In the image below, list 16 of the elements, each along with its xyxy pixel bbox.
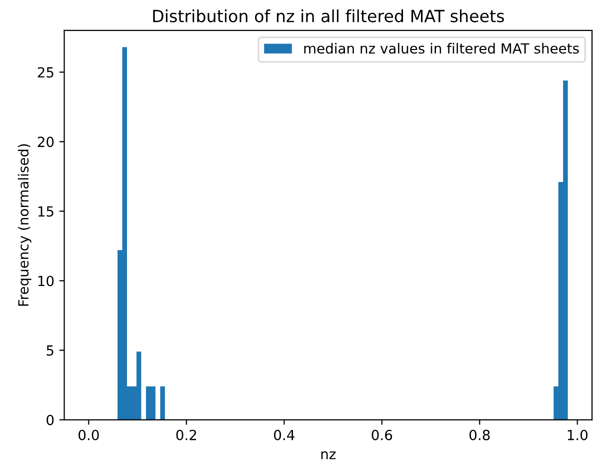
y-tick-label: 25 (38, 67, 54, 78)
x-axis-title: nz (321, 451, 336, 460)
x-tick-label: 0.2 (176, 430, 196, 440)
chart-title: Distribution of nz in all filtered MAT sheets (153, 9, 504, 22)
x-tick-label: 0.8 (470, 430, 490, 440)
x-tick-label: 0.0 (78, 430, 99, 440)
y-tick-label: 0 (46, 414, 54, 426)
legend-label: median nz values in filtered MAT sheets (304, 42, 579, 54)
y-tick-label: 5 (46, 345, 54, 356)
x-tick-label: 0.4 (274, 430, 294, 440)
y-tick-label: 15 (38, 206, 54, 217)
y-axis-title: Frequency (normalised) (18, 144, 32, 306)
y-tick-label: 10 (38, 276, 54, 286)
x-tick-label: 0.6 (372, 430, 392, 440)
y-tick-label: 20 (38, 136, 54, 148)
x-tick-label: 1.0 (568, 430, 588, 440)
